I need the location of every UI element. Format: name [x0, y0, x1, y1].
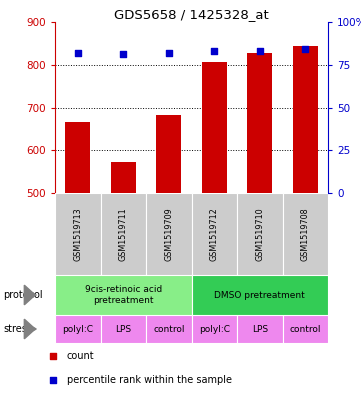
Bar — [283, 315, 328, 343]
Text: LPS: LPS — [252, 325, 268, 334]
Text: control: control — [153, 325, 184, 334]
Bar — [237, 193, 283, 275]
Text: stress: stress — [4, 324, 32, 334]
Bar — [55, 193, 100, 275]
Text: LPS: LPS — [115, 325, 131, 334]
Text: GSM1519709: GSM1519709 — [164, 207, 173, 261]
Bar — [191, 193, 237, 275]
Bar — [146, 315, 191, 343]
Text: GSM1519711: GSM1519711 — [119, 207, 128, 261]
Point — [166, 50, 171, 56]
Bar — [293, 46, 318, 193]
Text: 9cis-retinoic acid
pretreatment: 9cis-retinoic acid pretreatment — [84, 285, 162, 305]
Text: GSM1519712: GSM1519712 — [210, 207, 219, 261]
Bar — [156, 115, 181, 193]
Bar — [191, 315, 237, 343]
Text: polyI:C: polyI:C — [199, 325, 230, 334]
Polygon shape — [24, 285, 35, 305]
Bar — [55, 315, 100, 343]
Bar — [191, 275, 328, 315]
Point — [120, 51, 126, 58]
Polygon shape — [24, 319, 35, 339]
Bar — [146, 193, 191, 275]
Title: GDS5658 / 1425328_at: GDS5658 / 1425328_at — [114, 8, 269, 21]
Bar — [100, 315, 146, 343]
Text: control: control — [290, 325, 321, 334]
Text: count: count — [67, 351, 95, 362]
Bar — [55, 275, 191, 315]
Bar — [65, 123, 90, 193]
Text: GSM1519708: GSM1519708 — [301, 207, 310, 261]
Bar — [247, 53, 272, 193]
Point — [50, 376, 56, 383]
Text: polyI:C: polyI:C — [62, 325, 93, 334]
Bar — [111, 162, 136, 193]
Text: DMSO pretreatment: DMSO pretreatment — [214, 290, 305, 299]
Text: percentile rank within the sample: percentile rank within the sample — [67, 375, 232, 384]
Bar — [202, 62, 227, 193]
Point — [211, 48, 217, 54]
Point — [303, 46, 308, 53]
Point — [257, 48, 263, 54]
Text: protocol: protocol — [4, 290, 43, 300]
Point — [75, 50, 81, 56]
Text: GSM1519713: GSM1519713 — [73, 207, 82, 261]
Bar — [283, 193, 328, 275]
Bar — [100, 193, 146, 275]
Text: GSM1519710: GSM1519710 — [255, 207, 264, 261]
Bar — [237, 315, 283, 343]
Point — [50, 353, 56, 360]
